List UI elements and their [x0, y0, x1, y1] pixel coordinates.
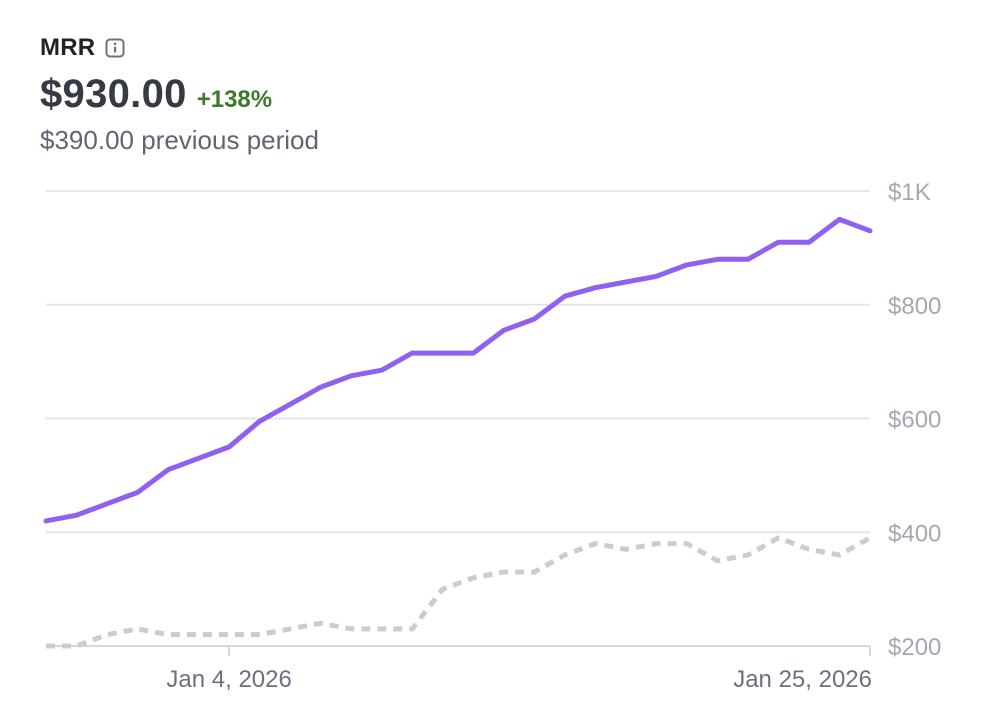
x-tick-label: Jan 4, 2026 — [166, 666, 291, 693]
y-tick-label: $600 — [888, 407, 941, 434]
info-icon[interactable] — [105, 38, 125, 58]
previous-period-label: $390.00 previous period — [40, 125, 319, 155]
metric-header: MRR $930.00 +138% $390.00 previous perio… — [40, 30, 319, 156]
metric-value: $930.00 — [40, 72, 187, 116]
metric-title: MRR — [40, 34, 96, 61]
metric-title-row: MRR — [40, 30, 319, 66]
y-tick-label: $800 — [888, 293, 941, 320]
metric-value-row: $930.00 +138% — [40, 72, 319, 117]
previous-period-line — [46, 535, 872, 649]
metric-change-badge: +138% — [196, 86, 273, 113]
current-period-line — [43, 216, 873, 524]
y-tick-label: $200 — [888, 634, 941, 661]
y-tick-label: $1K — [888, 179, 931, 206]
x-tick-label: Jan 25, 2026 — [733, 666, 872, 693]
y-tick-label: $400 — [888, 520, 941, 547]
